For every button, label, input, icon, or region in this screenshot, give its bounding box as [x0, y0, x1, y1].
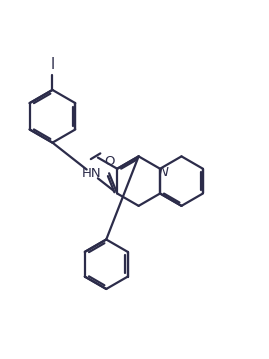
Text: O: O [104, 155, 114, 168]
Text: N: N [158, 166, 168, 179]
Text: I: I [50, 57, 55, 73]
Text: HN: HN [82, 167, 101, 180]
